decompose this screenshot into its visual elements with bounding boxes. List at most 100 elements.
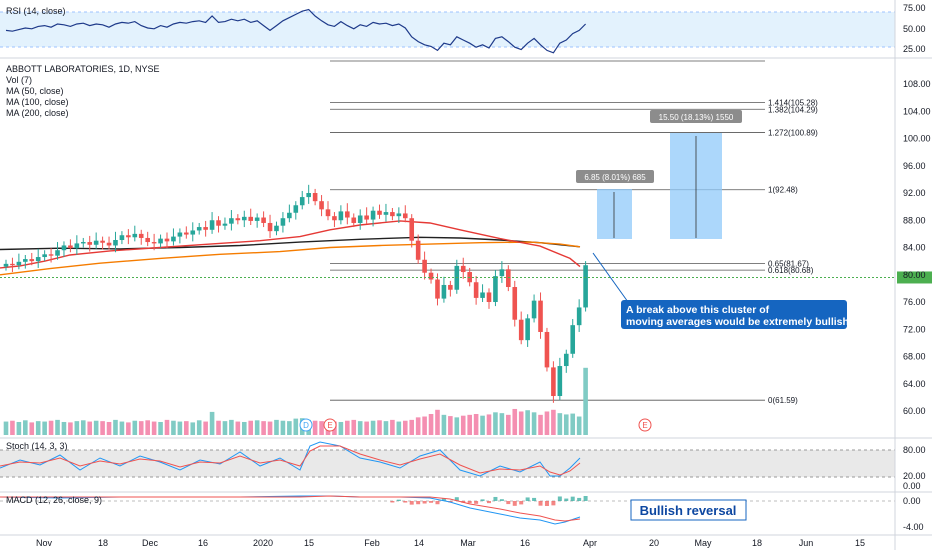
volume-bar — [435, 409, 440, 435]
price-pane[interactable]: 1.414(105.28)1.382(104.29) 1.272(100.89) 1… — [0, 60, 932, 435]
fib-label: 1.414(105.28) — [768, 99, 818, 108]
candle-body — [100, 240, 105, 243]
candle-body — [409, 218, 415, 241]
candle-body — [338, 211, 344, 221]
rsi-tick-75: 75.00 — [903, 3, 926, 13]
volume-bar — [132, 420, 138, 435]
candle-body — [87, 242, 93, 245]
price-tick: 100.00 — [903, 134, 931, 144]
candle-body — [126, 235, 131, 238]
candle-body — [113, 240, 118, 246]
volume-bar — [377, 420, 382, 435]
volume-bar — [261, 421, 266, 435]
price-tick: 60.00 — [903, 406, 926, 416]
volume-bar — [196, 420, 202, 435]
fib-label: 1(92.48) — [768, 186, 798, 195]
candle-body — [196, 227, 202, 231]
macd-hist-bar — [551, 501, 556, 506]
event-marker-e1[interactable]: E — [323, 418, 337, 432]
ma50-line — [0, 220, 581, 269]
price-tick: 80.00 — [903, 270, 926, 280]
stoch-pane[interactable]: Stoch (14, 3, 3) 80.00 20.00 0.00 — [0, 441, 926, 491]
candle-body — [377, 210, 382, 215]
volume-bar — [74, 421, 80, 435]
macd-hist-bar — [480, 499, 485, 501]
legend-ma200: MA (200, close) — [6, 108, 69, 118]
candle-body — [145, 237, 150, 243]
macd-hist-bar — [506, 501, 511, 505]
volume-bar — [448, 416, 453, 435]
macd-hist-bar — [487, 501, 491, 504]
candle-body — [119, 235, 125, 241]
candle-body — [190, 230, 196, 235]
candle-body — [351, 217, 357, 223]
time-tick: 20 — [649, 538, 659, 548]
candle-body — [74, 243, 80, 249]
stoch-label: Stoch (14, 3, 3) — [6, 441, 68, 451]
macd-hist-bar — [435, 501, 440, 505]
volume-bar — [280, 420, 286, 435]
stoch-tick-80: 80.00 — [903, 445, 926, 455]
svg-text:E: E — [642, 421, 647, 430]
volume-bar — [151, 421, 157, 435]
volume-bar — [274, 419, 279, 435]
event-marker-d[interactable]: D — [299, 418, 313, 432]
candle-body — [48, 254, 54, 256]
measure-label-1: 6.85 (8.01%) 685 — [584, 173, 646, 182]
rsi-tick-50: 50.00 — [903, 24, 926, 34]
candle-body — [583, 265, 588, 308]
volume-bar — [576, 416, 582, 435]
volume-bar — [493, 412, 498, 435]
price-axis: 108.00 104.00 100.00 96.00 92.00 88.00 84.00 80… — [903, 79, 931, 416]
stoch-d-line — [0, 445, 581, 476]
candle-body — [151, 242, 157, 244]
macd-hist-bar — [429, 501, 434, 503]
legend-title: ABBOTT LABORATORIES, 1D, NYSE — [6, 64, 160, 74]
rsi-band — [0, 12, 895, 47]
volume-bar — [61, 421, 67, 435]
volume-bar — [428, 414, 434, 435]
volume-bar — [209, 411, 215, 435]
candle-body — [563, 353, 569, 367]
time-tick: 15 — [855, 538, 865, 548]
last-price-tag — [897, 271, 932, 284]
macd-hist-bar — [454, 497, 459, 501]
volume-bar — [422, 416, 427, 435]
volume-bar — [351, 419, 357, 435]
candle-body — [16, 261, 22, 266]
ma100-line — [0, 241, 581, 276]
volume-bar — [319, 421, 324, 435]
volume-bar — [23, 420, 28, 435]
macd-hist-bar — [577, 497, 582, 501]
bullish-reversal-box[interactable] — [630, 499, 747, 521]
candle-body — [235, 218, 241, 221]
macd-pane[interactable]: MACD (12, 26, close, 9) 0.00 -4.00 Bulli… — [0, 495, 924, 532]
callout-box[interactable] — [621, 300, 847, 329]
volume-bar — [480, 415, 485, 435]
volume-bar — [293, 418, 299, 435]
volume-bar — [415, 417, 421, 435]
bullish-reversal-label: Bullish reversal — [640, 503, 737, 518]
candle-body — [203, 227, 208, 230]
volume-bar — [531, 412, 537, 435]
time-axis[interactable]: Nov 18 Dec 16 2020 15 Feb 14 Mar 16 Apr 20 May 18 Jun 1… — [36, 538, 865, 548]
volume-bar — [370, 420, 376, 435]
candle-body — [158, 238, 163, 244]
svg-text:E: E — [327, 421, 332, 430]
candle-body — [435, 279, 440, 299]
volume-bar — [512, 408, 518, 435]
macd-hist-bar — [493, 496, 498, 501]
candle-body — [570, 325, 576, 354]
candle-body — [80, 242, 86, 244]
rsi-pane[interactable]: RSI (14, close) 75.00 50.00 25.00 — [0, 3, 926, 54]
candle-body — [3, 263, 9, 267]
volume-bar — [16, 421, 22, 435]
volume-bar — [55, 419, 60, 435]
macd-hist-bar — [557, 496, 562, 501]
event-marker-e2[interactable]: E — [638, 418, 652, 432]
candle-body — [29, 259, 35, 262]
candle-body — [415, 240, 421, 260]
measure-box-1[interactable] — [597, 189, 632, 239]
stoch-tick-0: 0.00 — [903, 481, 921, 491]
rsi-tick-25: 25.00 — [903, 44, 926, 54]
